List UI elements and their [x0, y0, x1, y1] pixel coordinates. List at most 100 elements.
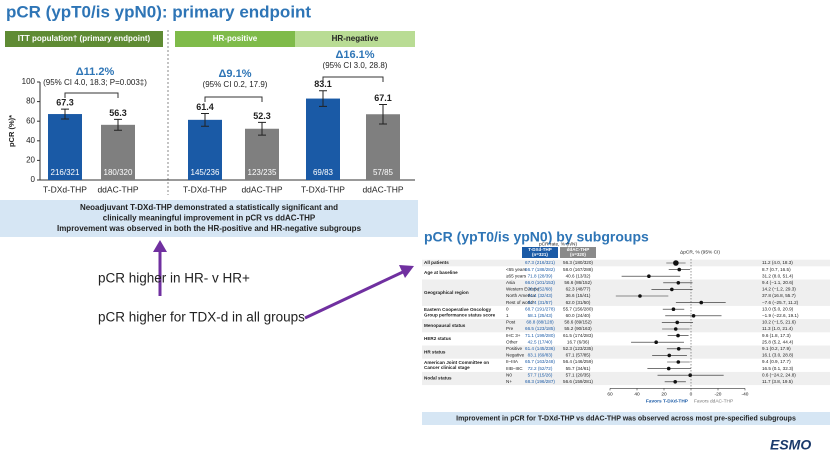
subgroup-label: ≥65 years	[506, 273, 527, 278]
column-header: T-DXd-THP	[528, 247, 552, 252]
favors-label: Favors ddAC-THP	[694, 399, 733, 405]
ddac-rate: 56.6 (159/281)	[563, 379, 593, 384]
subgroup-label: Pre	[506, 326, 514, 331]
estimate	[667, 353, 672, 358]
delta: Δ9.1%	[219, 68, 252, 80]
subgroup-label: <65 years	[506, 267, 527, 272]
estimate	[676, 347, 681, 351]
delta-label: 14.2 (−1.2, 29.3)	[762, 287, 796, 292]
subgroup-label: N0	[506, 372, 512, 377]
arrow	[304, 269, 406, 320]
group-shade	[422, 279, 830, 306]
ddac-rate: 56.3 (180/320)	[563, 260, 593, 265]
error-bar	[258, 121, 266, 136]
delta-ci: (95% CI 3.0, 28.8)	[323, 61, 388, 70]
delta: Δ16.1%	[335, 49, 374, 61]
arrow-head	[399, 265, 414, 278]
subgroup-label: Rest of world*	[506, 300, 535, 305]
estimate	[673, 260, 679, 266]
x-tick-label: -20	[715, 392, 722, 398]
ddac-rate: 36.6 (15/41)	[566, 293, 591, 298]
y-tick-label: 100	[22, 77, 36, 86]
estimate	[647, 274, 651, 279]
subgroup-label: Negative	[506, 353, 525, 358]
estimate	[675, 320, 680, 325]
panel-header-text: HR-negative	[332, 34, 379, 43]
delta-label: 8.7 (0.7, 16.5)	[762, 267, 791, 272]
footer: Improvement in pCR for T-DXd-THP vs ddAC…	[456, 415, 796, 422]
bar	[306, 98, 340, 180]
error-bar	[114, 118, 122, 131]
estimate	[676, 360, 681, 364]
delta-label: 9.4 (−1.1, 20.6)	[762, 280, 794, 285]
delta-label: 11.7 (3.8, 19.5)	[762, 379, 793, 384]
ddac-rate: 62.0 (31/50)	[566, 300, 591, 305]
bracket	[322, 76, 384, 82]
ddac-rate: 62.3 (48/77)	[566, 287, 591, 292]
subgroup-label: 0	[506, 306, 509, 311]
y-tick-label: 60	[26, 116, 35, 125]
tdxd-rate: 58.1 (25/43)	[528, 313, 553, 318]
x-tick-label: ddAC-THP	[241, 184, 282, 194]
bar	[245, 128, 279, 180]
y-tick-label: 80	[26, 97, 35, 106]
arrow-head	[153, 240, 167, 252]
error-bar	[319, 90, 327, 107]
error-bar	[201, 112, 209, 127]
value-label: 67.1	[374, 93, 392, 103]
estimate	[673, 327, 678, 331]
annotation: pCR higher in HR- v HR+	[98, 271, 250, 286]
panel-header	[295, 31, 415, 47]
column-header: (n=320)	[570, 252, 586, 257]
ddac-rate: 40.6 (13/32)	[566, 273, 591, 278]
group-shade	[422, 345, 830, 359]
subgroup-label: IIIB–IIIC	[506, 366, 523, 371]
delta-label: 10.2 (−1.5, 21.6)	[762, 320, 796, 325]
estimate	[666, 366, 671, 371]
bar	[101, 124, 135, 180]
subgroup-label: II–IIIA	[506, 359, 519, 364]
tdxd-rate: 61.4 (145/236)	[525, 346, 555, 351]
ddac-rate: 58.0 (167/288)	[563, 267, 593, 272]
delta-label: 11.2 (4.0, 18.3)	[762, 260, 793, 265]
delta-label: 13.0 (5.0, 20.9)	[762, 306, 794, 311]
n-label: 180/320	[104, 168, 133, 177]
y-tick-label: 20	[26, 156, 35, 165]
tdxd-rate: 72.2 (52/72)	[528, 366, 553, 371]
subgroup-label: Positive	[506, 346, 523, 351]
delta-header: ΔpCR, % (95% CI)	[680, 249, 720, 255]
y-tick-label: 40	[26, 136, 35, 145]
estimate	[676, 333, 680, 338]
error-bar	[379, 103, 387, 125]
delta-ci: (95% CI 4.0, 18.3; P=0.003‡)	[43, 78, 147, 87]
x-tick-label: ddAC-THP	[362, 184, 403, 194]
group-label: HER2 status	[424, 336, 452, 341]
tdxd-rate: 71.8 (28/39)	[528, 273, 553, 278]
ddac-rate: 55.2 (90/163)	[564, 326, 592, 331]
x-tick-label: T-DXd-THP	[183, 184, 227, 194]
estimate	[699, 300, 704, 305]
x-tick-label: T-DXd-THP	[301, 184, 345, 194]
subgroup-label: Other	[506, 339, 518, 344]
value-label: 61.4	[196, 102, 214, 112]
column-header: ddAC-THP	[567, 247, 590, 252]
delta-label: 25.8 (5.2, 44.4)	[762, 339, 794, 344]
tdxd-rate: 83.1 (69/83)	[528, 353, 553, 358]
estimate	[670, 287, 674, 292]
x-tick-label: 40	[634, 392, 640, 398]
ddac-rate: 58.6 (89/152)	[564, 320, 592, 325]
ddac-rate: 61.5 (174/283)	[563, 333, 593, 338]
bar	[188, 119, 222, 180]
delta-label: −1.9 (−22.6, 19.1)	[762, 313, 799, 318]
subgroup-label: IHC 3+	[506, 333, 521, 338]
delta-label: 11.3 (1.0, 21.4)	[762, 326, 793, 331]
bar	[366, 114, 400, 180]
ddac-rate: 67.1 (57/85)	[566, 353, 591, 358]
x-tick-label: 0	[690, 392, 693, 398]
delta-label: 37.8 (16.8, 55.7)	[762, 293, 796, 298]
subgroup-title: pCR (ypT0/is ypN0) by subgroups	[424, 229, 649, 245]
tdxd-rate: 65.7 (163/248)	[525, 359, 555, 364]
x-tick-label: 60	[607, 392, 613, 398]
column-header-box	[522, 247, 558, 258]
